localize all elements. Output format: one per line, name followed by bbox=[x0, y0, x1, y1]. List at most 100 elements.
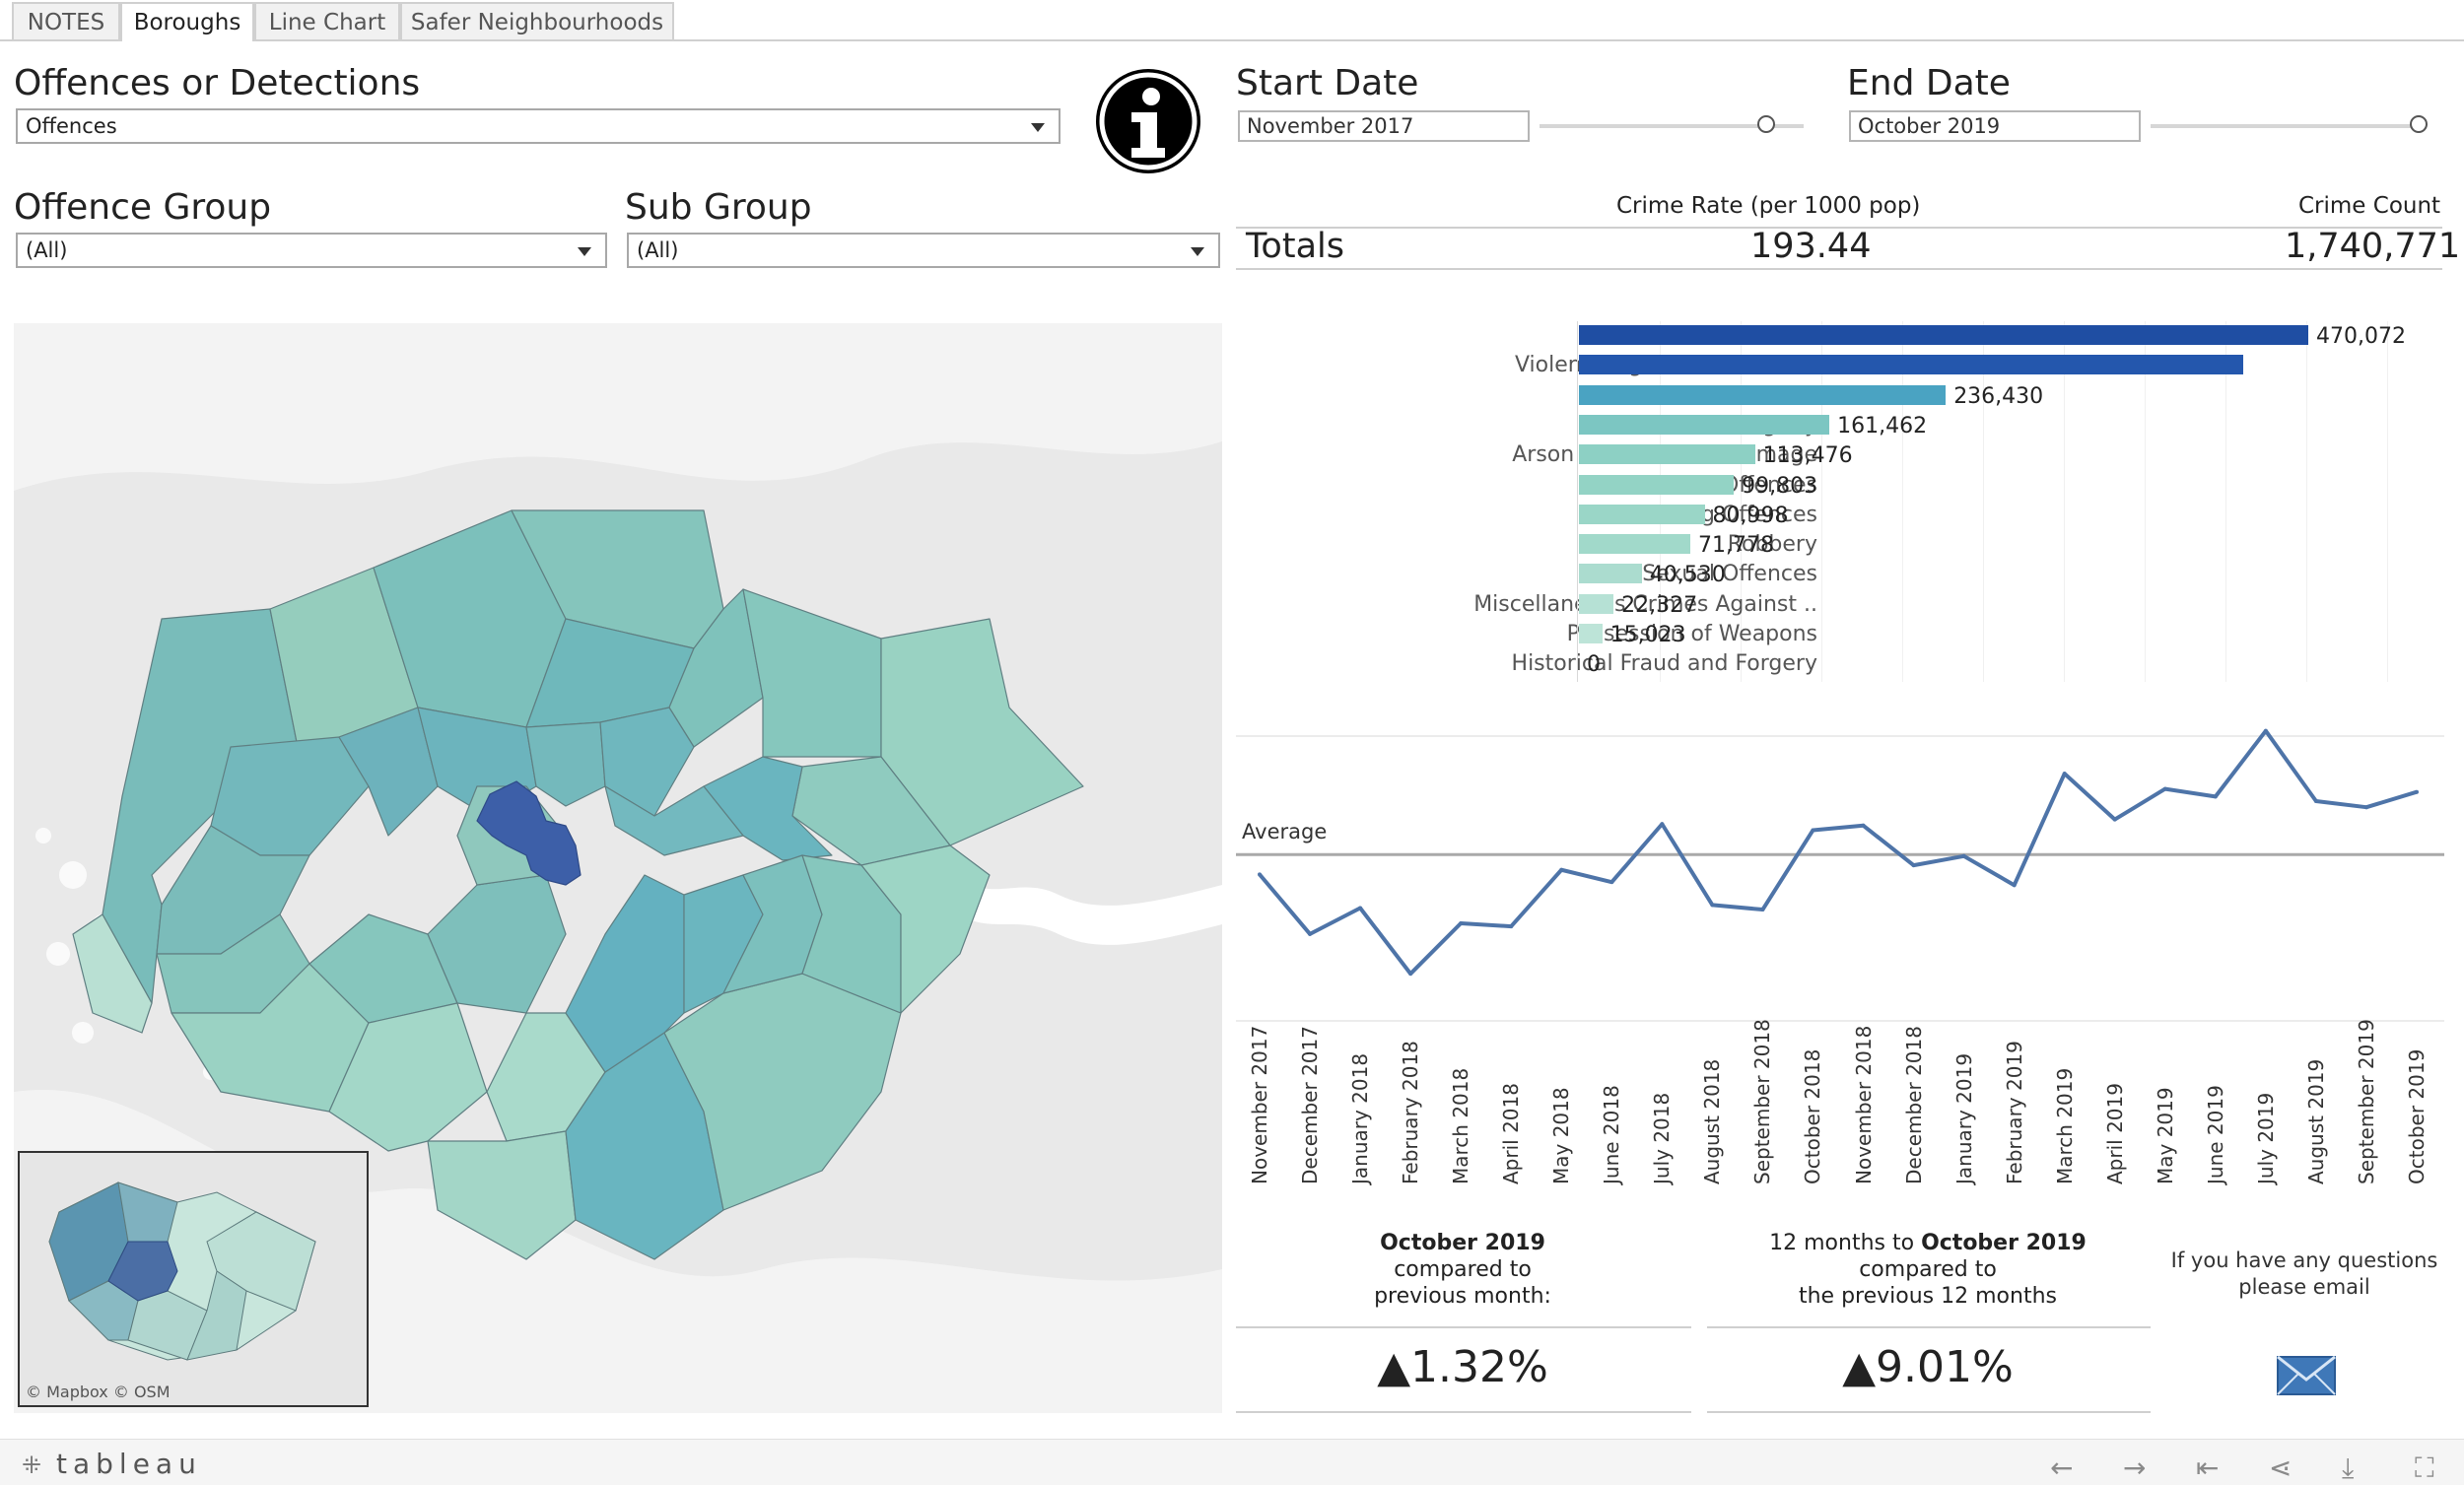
borough-heathrow-area[interactable] bbox=[72, 913, 153, 1034]
tab-notes[interactable]: NOTES bbox=[12, 2, 120, 39]
line-point[interactable] bbox=[2162, 786, 2167, 791]
bar[interactable] bbox=[1579, 355, 2243, 375]
contact-line2: please email bbox=[2238, 1275, 2370, 1299]
undo-icon[interactable]: ← bbox=[2050, 1451, 2074, 1484]
bar[interactable] bbox=[1579, 414, 1830, 435]
revert-icon[interactable]: ⇤ bbox=[2196, 1451, 2220, 1484]
x-axis-label: March 2018 bbox=[1449, 1067, 1473, 1184]
bar-value-label: 15,023 bbox=[1609, 623, 1686, 647]
bar[interactable] bbox=[1579, 593, 1614, 614]
borough-map[interactable]: © Mapbox © OSM bbox=[14, 323, 1222, 1413]
bar-gridline bbox=[1821, 321, 1822, 682]
contact-line1: If you have any questions bbox=[2170, 1249, 2438, 1272]
line-point[interactable] bbox=[2313, 799, 2318, 803]
monthly-line-chart[interactable]: Average November 2017 December 2017 Januar… bbox=[1236, 690, 2444, 1222]
fullscreen-icon[interactable]: ⛶ bbox=[2415, 1451, 2434, 1484]
bar[interactable] bbox=[1579, 534, 1690, 555]
end-date-input[interactable]: October 2019 bbox=[1849, 110, 2141, 142]
borough-tower-hamlets[interactable] bbox=[604, 785, 744, 856]
email-icon[interactable] bbox=[2277, 1355, 2336, 1395]
redo-icon[interactable]: → bbox=[2123, 1451, 2147, 1484]
kpi-year-change: ▲9.01% bbox=[1842, 1342, 2014, 1392]
download-icon[interactable]: ⤓ bbox=[2342, 1451, 2355, 1484]
sub-group-value: (All) bbox=[637, 238, 679, 262]
line-point[interactable] bbox=[1811, 828, 1815, 833]
start-date-slider-handle[interactable] bbox=[1757, 115, 1776, 133]
sub-group-dropdown[interactable]: (All) bbox=[627, 233, 1220, 268]
crime-count-header: Crime Count bbox=[2298, 193, 2441, 219]
kpi-divider bbox=[1707, 1326, 2151, 1328]
borough-redbridge[interactable] bbox=[742, 588, 882, 758]
borough-islington[interactable] bbox=[525, 721, 606, 807]
map-inset[interactable]: © Mapbox © OSM bbox=[18, 1151, 369, 1407]
borough-barking[interactable] bbox=[791, 756, 951, 866]
bar-category-label: Miscellaneous Crimes Against .. bbox=[1473, 591, 1817, 617]
line-point[interactable] bbox=[1660, 822, 1665, 827]
offence-group-dropdown[interactable]: (All) bbox=[16, 233, 607, 268]
line-point[interactable] bbox=[2012, 883, 2017, 888]
bar[interactable] bbox=[1579, 474, 1735, 495]
borough-bexley[interactable] bbox=[860, 844, 991, 1014]
tab-safer-neighbourhoods[interactable]: Safer Neighbourhoods bbox=[400, 2, 674, 39]
bar-value-label: 80,998 bbox=[1712, 503, 1789, 528]
bar[interactable] bbox=[1579, 384, 1947, 405]
line-point[interactable] bbox=[1760, 908, 1765, 912]
line-point[interactable] bbox=[2213, 794, 2218, 799]
x-axis-label: November 2018 bbox=[1851, 1025, 1876, 1184]
end-date-slider[interactable] bbox=[2151, 124, 2419, 128]
line-point[interactable] bbox=[1358, 906, 1363, 911]
crime-rate-header: Crime Rate (per 1000 pop) bbox=[1616, 193, 1921, 219]
bar[interactable] bbox=[1579, 624, 1603, 643]
line-point[interactable] bbox=[1459, 921, 1464, 925]
start-date-slider[interactable] bbox=[1540, 124, 1804, 128]
line-point[interactable] bbox=[2363, 805, 2368, 810]
bar[interactable] bbox=[1579, 444, 1755, 465]
bar[interactable] bbox=[1579, 504, 1705, 524]
borough-brent[interactable] bbox=[338, 707, 439, 837]
line-point[interactable] bbox=[1609, 880, 1614, 885]
line-point[interactable] bbox=[1408, 972, 1413, 977]
tableau-logo[interactable]: ⁜ tableau bbox=[22, 1448, 202, 1480]
start-date-input[interactable]: November 2017 bbox=[1238, 110, 1530, 142]
line-point[interactable] bbox=[2062, 772, 2067, 776]
x-axis-label: July 2019 bbox=[2253, 1092, 2278, 1184]
info-icon[interactable] bbox=[1096, 69, 1200, 173]
bar-value-label: 0 bbox=[1587, 652, 1601, 678]
x-axis-label: May 2018 bbox=[1549, 1087, 1574, 1184]
monthly-series-line[interactable] bbox=[1258, 728, 2418, 977]
line-point[interactable] bbox=[2415, 789, 2419, 794]
line-point[interactable] bbox=[1308, 931, 1313, 936]
tab-boroughs[interactable]: Boroughs bbox=[120, 2, 254, 41]
thames-river bbox=[960, 875, 1222, 945]
line-point[interactable] bbox=[2112, 817, 2117, 822]
kpi-month-line2: compared to bbox=[1394, 1257, 1532, 1282]
line-point[interactable] bbox=[2263, 728, 2268, 733]
kpi-year-description: 12 months to October 2019 compared to th… bbox=[1707, 1230, 2149, 1310]
x-axis-label: February 2019 bbox=[2002, 1041, 2026, 1184]
chevron-down-icon bbox=[1191, 247, 1204, 256]
borough-hackney[interactable] bbox=[599, 707, 695, 817]
tab-line-chart[interactable]: Line Chart bbox=[254, 2, 400, 39]
line-point[interactable] bbox=[1961, 853, 1966, 858]
borough-ealing-north[interactable] bbox=[210, 736, 370, 856]
start-date-label: Start Date bbox=[1236, 63, 1419, 103]
sub-group-label: Sub Group bbox=[625, 187, 812, 228]
borough-westminster-highlighted[interactable] bbox=[476, 780, 582, 886]
line-point[interactable] bbox=[1710, 903, 1715, 908]
bar[interactable] bbox=[1579, 564, 1642, 584]
line-point[interactable] bbox=[1559, 867, 1564, 872]
end-date-slider-handle[interactable] bbox=[2410, 115, 2428, 133]
share-icon[interactable]: ⋖ bbox=[2269, 1451, 2293, 1484]
offences-detections-dropdown[interactable]: Offences bbox=[16, 108, 1061, 144]
bar[interactable] bbox=[1579, 325, 2308, 345]
average-label: Average bbox=[1242, 820, 1328, 844]
x-axis-label: October 2018 bbox=[1801, 1048, 1825, 1184]
x-axis-label: June 2018 bbox=[1600, 1085, 1624, 1184]
line-point[interactable] bbox=[1258, 872, 1262, 877]
kpi-month-line3: previous month: bbox=[1374, 1284, 1551, 1309]
line-point[interactable] bbox=[1911, 863, 1916, 868]
line-point[interactable] bbox=[1509, 924, 1514, 929]
line-point[interactable] bbox=[1861, 823, 1866, 828]
x-axis-label: April 2019 bbox=[2102, 1083, 2127, 1184]
